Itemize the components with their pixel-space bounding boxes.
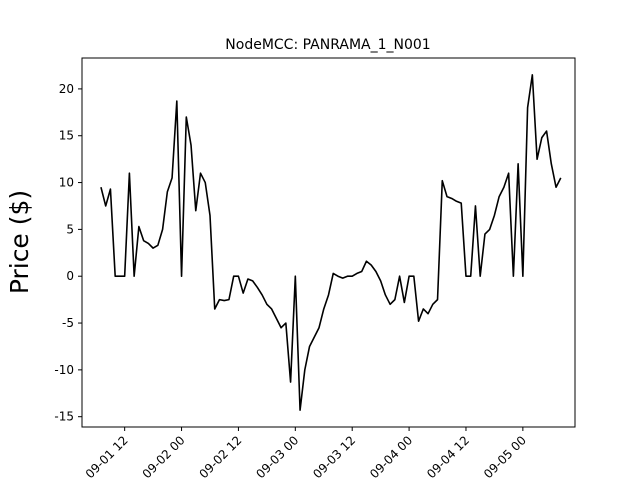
y-tick-label: 5: [66, 222, 74, 236]
y-tick-label: 0: [66, 269, 74, 283]
axes-frame: [81, 57, 576, 428]
y-tick-label: -15: [54, 410, 74, 424]
y-axis-label: Price ($): [5, 190, 34, 294]
y-tick-label: 20: [59, 82, 74, 96]
line-series: [100, 74, 562, 411]
y-tick-label: 10: [59, 176, 74, 190]
y-tick-label: -10: [54, 363, 74, 377]
chart-title: NodeMCC: PANRAMA_1_N001: [225, 37, 430, 53]
y-tick-label: 15: [59, 129, 74, 143]
y-tick-label: -5: [62, 316, 74, 330]
